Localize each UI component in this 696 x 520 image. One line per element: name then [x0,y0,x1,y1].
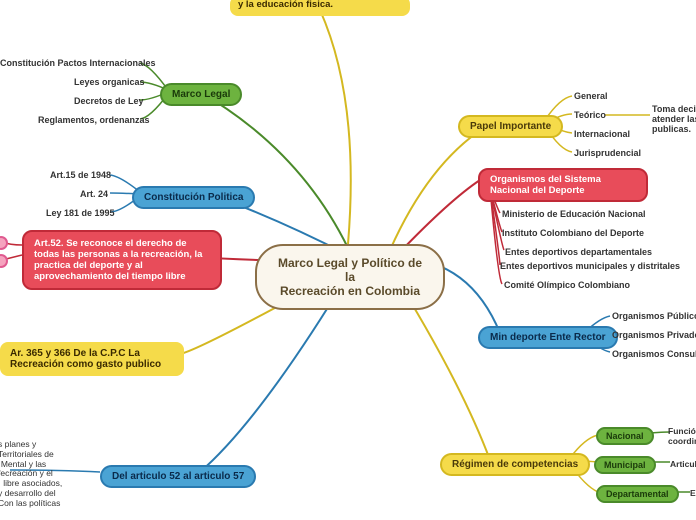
reg-departamental: Departamental [596,485,679,503]
org-leaf-2: Entes deportivos departamentales [505,247,652,257]
regimen-node: Régimen de competencias [440,453,590,476]
gasto-l2: Recreación como gasto publico [10,359,174,370]
art52-red-box: Art.52. Se reconoce el derecho de todas … [22,230,222,290]
marco-leaf-3: Reglamentos, ordenanzas [38,115,150,125]
marco-legal-node: Marco Legal [160,83,242,106]
center-node: Marco Legal y Político de la Recreación … [255,244,445,310]
reg-municipal: Municipal [594,456,656,474]
center-line2: Recreación en Colombia [275,284,425,298]
center-line1: Marco Legal y Político de la [275,256,425,284]
top-yellow-text: y la educación fisica. [238,0,333,10]
reg-mun-right: Articul [670,459,696,469]
gasto-yellow-box: Ar. 365 y 366 De la C.P.C La Recreación … [0,342,184,376]
marco-leaf-2: Decretos de Ley [74,96,144,106]
reg-dep-right: E [690,488,696,498]
constitucion-node: Constitución Politica [132,186,255,209]
papel-leaf-0: General [574,91,608,101]
articulo52-node: Del articulo 52 al articulo 57 [100,465,256,488]
org-leaf-3: Entes deportivos municipales y distrital… [500,261,680,271]
mind-leaf-2: Organismos Consultivo [612,349,696,359]
papel-right: Toma decisi atender las publicas. [652,104,696,134]
reg-nacional: Nacional [596,427,654,445]
mind-leaf-0: Organismos Públicos [612,311,696,321]
papel-leaf-2: Internacional [574,129,630,139]
papel-leaf-1: Teórico [574,110,606,120]
organismos-node: Organismos del Sistema Nacional del Depo… [478,168,648,202]
papel-node: Papel Importante [458,115,563,138]
org-leaf-1: Instituto Colombiano del Deporte [502,228,644,238]
papel-leaf-3: Jurisprudencial [574,148,641,158]
top-yellow-box: y la educación fisica. [230,0,410,16]
articulo52-side: s planes y Territoriales de ·Mental y la… [0,440,62,508]
mindeporte-node: Min deporte Ente Rector [478,326,618,349]
org-leaf-0: Ministerio de Educación Nacional [502,209,646,219]
const-leaf-0: Art.15 de 1948 [50,170,111,180]
gasto-l1: Ar. 365 y 366 De la C.P.C La [10,348,174,359]
reg-nac-right: Funció coordin [668,426,696,446]
marco-leaf-1: Leyes organicas [74,77,145,87]
organismos-title: Organismos del Sistema Nacional del Depo… [490,174,601,196]
org-leaf-4: Comité Olímpico Colombiano [504,280,630,290]
art52-text: Art.52. Se reconoce el derecho de todas … [34,238,202,282]
const-leaf-1: Art. 24 [80,189,108,199]
mind-leaf-1: Organismos Privados [612,330,696,340]
const-leaf-2: Ley 181 de 1995 [46,208,115,218]
marco-leaf-0: Constitución Pactos Internacionales [0,58,156,68]
